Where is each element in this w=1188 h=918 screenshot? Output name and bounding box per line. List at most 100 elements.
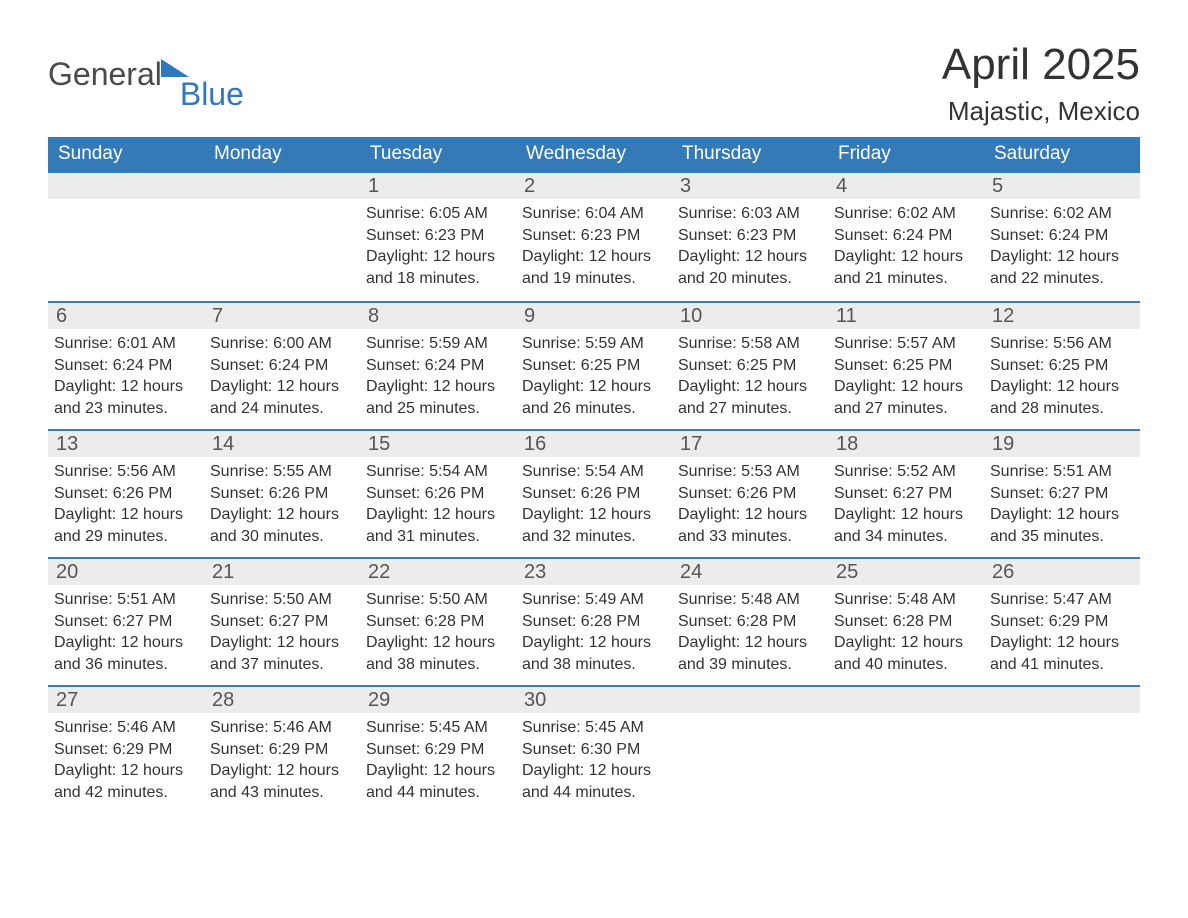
day-number: 15	[360, 431, 516, 457]
day-cell: 27Sunrise: 5:46 AMSunset: 6:29 PMDayligh…	[48, 687, 204, 813]
day-number: 13	[48, 431, 204, 457]
sunset-text: Sunset: 6:25 PM	[834, 355, 978, 377]
day-body: Sunrise: 6:03 AMSunset: 6:23 PMDaylight:…	[678, 203, 822, 289]
day-cell: 26Sunrise: 5:47 AMSunset: 6:29 PMDayligh…	[984, 559, 1140, 685]
day-cell	[672, 687, 828, 813]
sunrise-text: Sunrise: 5:45 AM	[366, 717, 510, 739]
day-header-cell: Monday	[204, 137, 360, 173]
day-header-cell: Wednesday	[516, 137, 672, 173]
daylight-text: Daylight: 12 hours and 28 minutes.	[990, 376, 1134, 419]
day-body: Sunrise: 5:56 AMSunset: 6:26 PMDaylight:…	[54, 461, 198, 547]
daylight-text: Daylight: 12 hours and 20 minutes.	[678, 246, 822, 289]
day-body: Sunrise: 5:55 AMSunset: 6:26 PMDaylight:…	[210, 461, 354, 547]
daylight-text: Daylight: 12 hours and 18 minutes.	[366, 246, 510, 289]
day-number: 25	[828, 559, 984, 585]
day-cell: 2Sunrise: 6:04 AMSunset: 6:23 PMDaylight…	[516, 173, 672, 301]
day-number: 20	[48, 559, 204, 585]
daylight-text: Daylight: 12 hours and 23 minutes.	[54, 376, 198, 419]
daylight-text: Daylight: 12 hours and 40 minutes.	[834, 632, 978, 675]
day-body: Sunrise: 5:57 AMSunset: 6:25 PMDaylight:…	[834, 333, 978, 419]
day-body: Sunrise: 6:02 AMSunset: 6:24 PMDaylight:…	[990, 203, 1134, 289]
sunrise-text: Sunrise: 5:53 AM	[678, 461, 822, 483]
day-number: 6	[48, 303, 204, 329]
sunrise-text: Sunrise: 5:55 AM	[210, 461, 354, 483]
day-body: Sunrise: 5:45 AMSunset: 6:30 PMDaylight:…	[522, 717, 666, 803]
week-row: 20 Sunrise: 5:51 AMSunset: 6:27 PMDayligh…	[48, 557, 1140, 685]
sunset-text: Sunset: 6:24 PM	[366, 355, 510, 377]
daylight-text: Daylight: 12 hours and 38 minutes.	[366, 632, 510, 675]
daylight-text: Daylight: 12 hours and 38 minutes.	[522, 632, 666, 675]
daylight-text: Daylight: 12 hours and 31 minutes.	[366, 504, 510, 547]
daylight-text: Daylight: 12 hours and 36 minutes.	[54, 632, 198, 675]
daylight-text: Daylight: 12 hours and 29 minutes.	[54, 504, 198, 547]
sunrise-text: Sunrise: 6:03 AM	[678, 203, 822, 225]
day-body: Sunrise: 6:02 AMSunset: 6:24 PMDaylight:…	[834, 203, 978, 289]
day-body: Sunrise: 5:54 AMSunset: 6:26 PMDaylight:…	[522, 461, 666, 547]
day-cell: 25 Sunrise: 5:48 AMSunset: 6:28 PMDayligh…	[828, 559, 984, 685]
day-number: 24	[672, 559, 828, 585]
day-cell: 30Sunrise: 5:45 AMSunset: 6:30 PMDayligh…	[516, 687, 672, 813]
sunset-text: Sunset: 6:23 PM	[366, 225, 510, 247]
day-cell: 24 Sunrise: 5:48 AMSunset: 6:28 PMDayligh…	[672, 559, 828, 685]
day-number: 14	[204, 431, 360, 457]
day-cell: 23Sunrise: 5:49 AMSunset: 6:28 PMDayligh…	[516, 559, 672, 685]
day-cell: 11 Sunrise: 5:57 AMSunset: 6:25 PMDayligh…	[828, 303, 984, 429]
sunrise-text: Sunrise: 5:47 AM	[990, 589, 1134, 611]
day-number: 26	[984, 559, 1140, 585]
day-cell: 20 Sunrise: 5:51 AMSunset: 6:27 PMDayligh…	[48, 559, 204, 685]
sunset-text: Sunset: 6:28 PM	[366, 611, 510, 633]
sunset-text: Sunset: 6:27 PM	[990, 483, 1134, 505]
week-row: 1Sunrise: 6:05 AMSunset: 6:23 PMDaylight…	[48, 173, 1140, 301]
day-header-cell: Saturday	[984, 137, 1140, 173]
day-body: Sunrise: 5:49 AMSunset: 6:28 PMDaylight:…	[522, 589, 666, 675]
header: General Blue April 2025 Majastic, Mexico	[48, 40, 1140, 127]
sunrise-text: Sunrise: 5:57 AM	[834, 333, 978, 355]
day-body: Sunrise: 5:51 AMSunset: 6:27 PMDaylight:…	[54, 589, 198, 675]
day-body: Sunrise: 5:48 AMSunset: 6:28 PMDaylight:…	[678, 589, 822, 675]
logo-text-2: Blue	[180, 78, 244, 110]
day-number: 9	[516, 303, 672, 329]
day-cell: 13 Sunrise: 5:56 AMSunset: 6:26 PMDayligh…	[48, 431, 204, 557]
day-cell: 22Sunrise: 5:50 AMSunset: 6:28 PMDayligh…	[360, 559, 516, 685]
daylight-text: Daylight: 12 hours and 22 minutes.	[990, 246, 1134, 289]
day-cell	[48, 173, 204, 301]
sunrise-text: Sunrise: 5:48 AM	[834, 589, 978, 611]
sunset-text: Sunset: 6:25 PM	[522, 355, 666, 377]
daylight-text: Daylight: 12 hours and 37 minutes.	[210, 632, 354, 675]
sunset-text: Sunset: 6:24 PM	[990, 225, 1134, 247]
sunrise-text: Sunrise: 5:59 AM	[366, 333, 510, 355]
day-cell	[204, 173, 360, 301]
day-number: 11	[828, 303, 984, 329]
sunset-text: Sunset: 6:29 PM	[210, 739, 354, 761]
week-row: 6Sunrise: 6:01 AMSunset: 6:24 PMDaylight…	[48, 301, 1140, 429]
sunset-text: Sunset: 6:27 PM	[54, 611, 198, 633]
sunset-text: Sunset: 6:26 PM	[210, 483, 354, 505]
sunset-text: Sunset: 6:24 PM	[210, 355, 354, 377]
day-number: 5	[984, 173, 1140, 199]
week-row: 27Sunrise: 5:46 AMSunset: 6:29 PMDayligh…	[48, 685, 1140, 813]
day-body: Sunrise: 5:54 AMSunset: 6:26 PMDaylight:…	[366, 461, 510, 547]
day-number: 2	[516, 173, 672, 199]
sunrise-text: Sunrise: 5:54 AM	[366, 461, 510, 483]
day-cell: 15 Sunrise: 5:54 AMSunset: 6:26 PMDayligh…	[360, 431, 516, 557]
daylight-text: Daylight: 12 hours and 44 minutes.	[522, 760, 666, 803]
sunset-text: Sunset: 6:28 PM	[834, 611, 978, 633]
day-header-cell: Thursday	[672, 137, 828, 173]
sunset-text: Sunset: 6:28 PM	[678, 611, 822, 633]
logo-text-1: General	[48, 58, 162, 90]
day-body: Sunrise: 6:00 AMSunset: 6:24 PMDaylight:…	[210, 333, 354, 419]
day-body: Sunrise: 5:46 AMSunset: 6:29 PMDaylight:…	[210, 717, 354, 803]
day-number: 1	[360, 173, 516, 199]
day-number: 17	[672, 431, 828, 457]
daylight-text: Daylight: 12 hours and 44 minutes.	[366, 760, 510, 803]
daylight-text: Daylight: 12 hours and 35 minutes.	[990, 504, 1134, 547]
day-number: 12	[984, 303, 1140, 329]
day-cell: 29Sunrise: 5:45 AMSunset: 6:29 PMDayligh…	[360, 687, 516, 813]
sunrise-text: Sunrise: 5:58 AM	[678, 333, 822, 355]
day-body: Sunrise: 5:51 AMSunset: 6:27 PMDaylight:…	[990, 461, 1134, 547]
day-header-cell: Friday	[828, 137, 984, 173]
daylight-text: Daylight: 12 hours and 27 minutes.	[834, 376, 978, 419]
day-cell: 19Sunrise: 5:51 AMSunset: 6:27 PMDayligh…	[984, 431, 1140, 557]
day-cell: 17Sunrise: 5:53 AMSunset: 6:26 PMDayligh…	[672, 431, 828, 557]
daylight-text: Daylight: 12 hours and 41 minutes.	[990, 632, 1134, 675]
